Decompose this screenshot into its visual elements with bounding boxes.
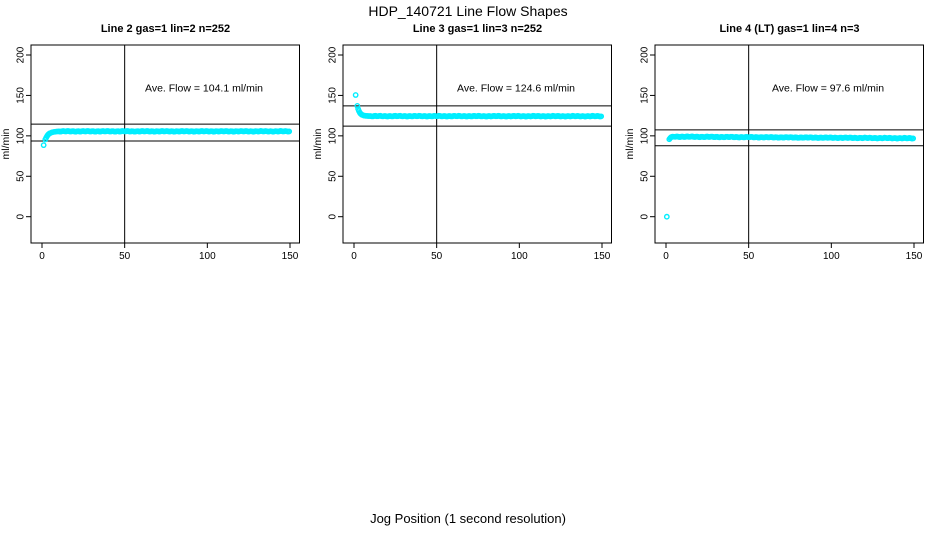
y-tick-label: 50 (328, 170, 339, 182)
panel-title-line2: Line 2 gas=1 lin=2 n=252 (100, 23, 231, 35)
y-axis-title: ml/min (624, 128, 636, 159)
x-tick-label: 50 (743, 251, 755, 262)
x-tick-label: 100 (199, 251, 216, 262)
y-axis-title: ml/min (0, 128, 12, 159)
panel-line2: Line 2 gas=1 lin=2 n=252 0 50 100 150 200 0 50… (0, 0, 312, 320)
y-axis-title: ml/min (312, 128, 324, 159)
data-point (286, 128, 293, 135)
x-tick-label: 100 (511, 251, 528, 262)
y-tick-label: 100 (640, 127, 651, 144)
plot-box (654, 44, 924, 244)
data-point (598, 113, 605, 120)
data-point (910, 135, 917, 142)
y-tick-label: 100 (16, 127, 27, 144)
panel-line4: Line 4 (LT) gas=1 lin=4 n=3 0 50 100 150 200… (624, 0, 936, 320)
y-tick-label: 200 (328, 46, 339, 63)
ave-flow-annotation: Ave. Flow = 104.1 ml/min (145, 82, 263, 94)
y-tick-label: 200 (16, 46, 27, 63)
x-tick-label: 0 (351, 251, 357, 262)
x-tick-label: 50 (119, 251, 131, 262)
plot-line4: 0 50 100 150 200 0 50 100 150 ml/min Ave. Flow = 9… (624, 44, 924, 262)
data-point (354, 103, 361, 109)
ave-flow-annotation: Ave. Flow = 97.6 ml/min (772, 82, 884, 94)
x-tick-label: 150 (282, 251, 299, 262)
y-tick-label: 0 (328, 213, 339, 219)
panel-title-line4: Line 4 (LT) gas=1 lin=4 n=3 (719, 23, 860, 35)
panel-line3: Line 3 gas=1 lin=3 n=252 0 50 100 150 200 0 50… (312, 0, 624, 320)
y-tick-label: 0 (640, 213, 651, 219)
plot-line3: 0 50 100 150 200 0 50 100 150 ml/min Ave. Flow = 1… (312, 44, 612, 262)
panel-title-line3: Line 3 gas=1 lin=3 n=252 (412, 23, 543, 35)
x-tick-label: 50 (431, 251, 443, 262)
data-point (40, 142, 47, 149)
y-tick-label: 150 (640, 87, 651, 104)
plot-line2: 0 50 100 150 200 0 50 100 150 ml/min Ave. Flow = 1… (0, 44, 300, 262)
data-point (663, 213, 670, 220)
y-tick-label: 50 (640, 170, 651, 182)
y-tick-label: 200 (640, 46, 651, 63)
x-tick-label: 100 (823, 251, 840, 262)
x-tick-label: 150 (594, 251, 611, 262)
y-tick-label: 0 (16, 213, 27, 219)
x-tick-label: 150 (906, 251, 923, 262)
plot-box (342, 44, 612, 244)
figure-title: HDP_140721 Line Flow Shapes (368, 3, 568, 19)
y-tick-label: 50 (16, 170, 27, 182)
ave-flow-annotation: Ave. Flow = 124.6 ml/min (457, 82, 575, 94)
x-tick-label: 0 (663, 251, 669, 262)
y-tick-label: 150 (328, 87, 339, 104)
x-axis-title: Jog Position (1 second resolution) (370, 511, 566, 526)
y-tick-label: 150 (16, 87, 27, 104)
data-point (352, 92, 359, 98)
x-tick-label: 0 (39, 251, 45, 262)
plot-box (30, 44, 300, 244)
y-tick-label: 100 (328, 127, 339, 144)
